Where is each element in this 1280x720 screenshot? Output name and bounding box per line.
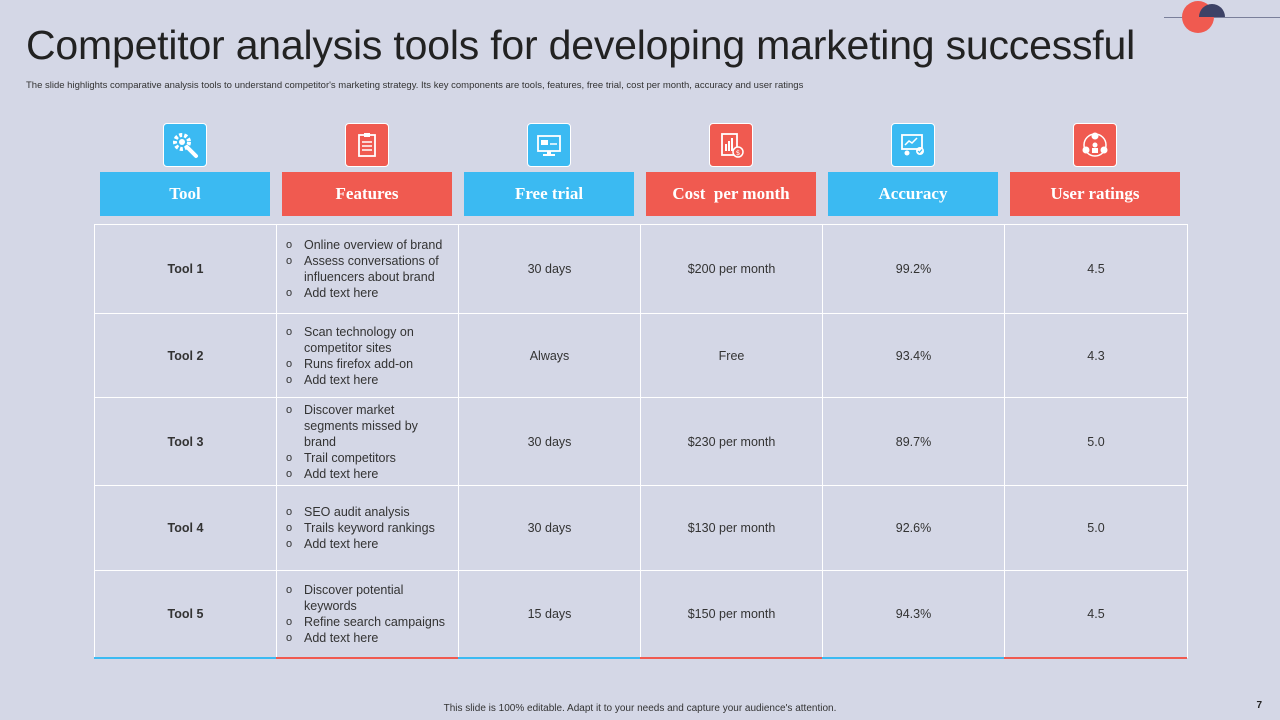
cost-cell: $150 per month xyxy=(640,570,823,658)
table-row: Tool 2 Scan technology on competitor sit… xyxy=(94,313,1188,398)
bottom-accent-line xyxy=(822,657,1004,659)
feature-item: Add text here xyxy=(283,536,448,552)
table-row: Tool 4 SEO audit analysis Trails keyword… xyxy=(94,485,1188,571)
feature-item: SEO audit analysis xyxy=(283,504,448,520)
tool-name-cell: Tool 4 xyxy=(94,485,277,571)
feature-item: Trails keyword rankings xyxy=(283,520,448,536)
footer-note: This slide is 100% editable. Adapt it to… xyxy=(443,703,837,714)
rating-cell: 5.0 xyxy=(1004,485,1188,571)
slide-title: Competitor analysis tools for developing… xyxy=(26,22,1135,68)
trial-monitor-icon xyxy=(527,123,571,167)
table-row: Tool 3 Discover market segments missed b… xyxy=(94,397,1188,486)
bottom-accent-line xyxy=(94,657,276,659)
header-tool: Tool xyxy=(100,172,270,216)
header-cost-per-month: Cost per month xyxy=(646,172,816,216)
rating-cell: 5.0 xyxy=(1004,397,1188,486)
svg-text:$: $ xyxy=(736,149,740,157)
tool-name-cell: Tool 1 xyxy=(94,224,277,314)
cost-cell: $200 per month xyxy=(640,224,823,314)
feature-item: Add text here xyxy=(283,466,448,482)
free-trial-cell: 30 days xyxy=(458,224,641,314)
feature-item: Refine search campaigns xyxy=(283,614,448,630)
cost-cell: $130 per month xyxy=(640,485,823,571)
accuracy-cell: 94.3% xyxy=(822,570,1005,658)
gear-wrench-icon xyxy=(163,123,207,167)
checklist-icon xyxy=(345,123,389,167)
rating-cell: 4.3 xyxy=(1004,313,1188,398)
decorative-navy-circle xyxy=(1199,4,1225,17)
feature-item: Discover market segments missed by brand xyxy=(283,402,448,450)
tool-name-cell: Tool 2 xyxy=(94,313,277,398)
table-row: Tool 5 Discover potential keywords Refin… xyxy=(94,570,1188,658)
features-cell: Scan technology on competitor sites Runs… xyxy=(276,313,459,398)
accuracy-cell: 99.2% xyxy=(822,224,1005,314)
user-network-icon xyxy=(1073,123,1117,167)
features-cell: Online overview of brand Assess conversa… xyxy=(276,224,459,314)
slide-subtitle: The slide highlights comparative analysi… xyxy=(26,80,804,91)
features-cell: SEO audit analysis Trails keyword rankin… xyxy=(276,485,459,571)
header-accuracy: Accuracy xyxy=(828,172,998,216)
cost-cell: Free xyxy=(640,313,823,398)
page-number: 7 xyxy=(1256,700,1262,711)
cost-cell: $230 per month xyxy=(640,397,823,486)
rating-cell: 4.5 xyxy=(1004,570,1188,658)
feature-item: Runs firefox add-on xyxy=(283,356,448,372)
accuracy-cell: 89.7% xyxy=(822,397,1005,486)
rating-cell: 4.5 xyxy=(1004,224,1188,314)
features-cell: Discover potential keywords Refine searc… xyxy=(276,570,459,658)
feature-item: Scan technology on competitor sites xyxy=(283,324,448,356)
bottom-accent-line xyxy=(640,657,822,659)
free-trial-cell: 15 days xyxy=(458,570,641,658)
tool-name-cell: Tool 3 xyxy=(94,397,277,486)
header-free-trial: Free trial xyxy=(464,172,634,216)
table-row: Tool 1 Online overview of brand Assess c… xyxy=(94,224,1188,314)
bottom-accent-line xyxy=(458,657,640,659)
feature-item: Discover potential keywords xyxy=(283,582,448,614)
feature-item: Trail competitors xyxy=(283,450,448,466)
feature-item: Assess conversations of influencers abou… xyxy=(283,253,448,285)
accuracy-presentation-icon xyxy=(891,123,935,167)
accuracy-cell: 93.4% xyxy=(822,313,1005,398)
tool-name-cell: Tool 5 xyxy=(94,570,277,658)
feature-item: Add text here xyxy=(283,285,448,301)
accuracy-cell: 92.6% xyxy=(822,485,1005,571)
bottom-accent-line xyxy=(276,657,458,659)
feature-item: Online overview of brand xyxy=(283,237,448,253)
header-features: Features xyxy=(282,172,452,216)
header-user-ratings: User ratings xyxy=(1010,172,1180,216)
decorative-line xyxy=(1164,17,1280,18)
feature-item: Add text here xyxy=(283,372,448,388)
comparison-table: Tool 1 Online overview of brand Assess c… xyxy=(94,224,1188,658)
feature-item: Add text here xyxy=(283,630,448,646)
bottom-accent-line xyxy=(1004,657,1187,659)
features-cell: Discover market segments missed by brand… xyxy=(276,397,459,486)
cost-report-icon: $ xyxy=(709,123,753,167)
free-trial-cell: 30 days xyxy=(458,485,641,571)
free-trial-cell: 30 days xyxy=(458,397,641,486)
free-trial-cell: Always xyxy=(458,313,641,398)
